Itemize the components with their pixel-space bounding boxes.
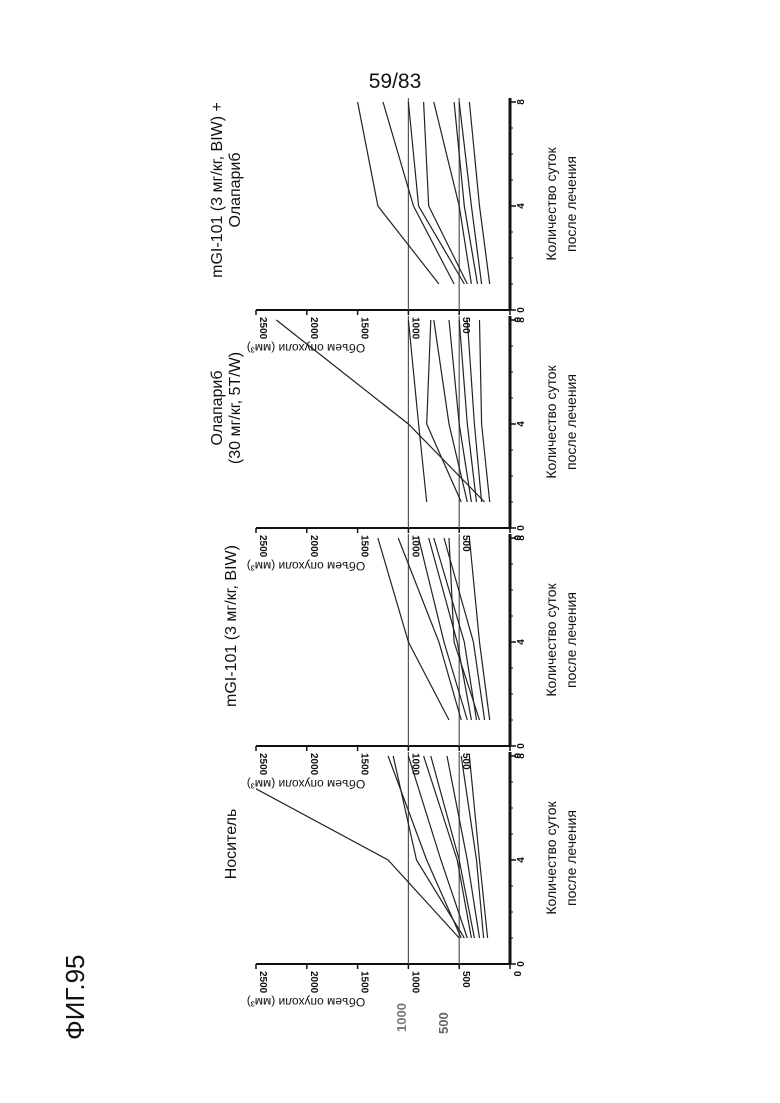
series-line-6 (454, 102, 477, 284)
x-axis-label: после лечения (563, 156, 579, 252)
series-line-9 (469, 756, 487, 938)
chart-title: Носитель (223, 809, 240, 880)
y-tick-label: 500 (460, 753, 471, 770)
y-tick-label: 0 (511, 317, 522, 323)
x-tick-label: 0 (516, 743, 527, 749)
y-tick-label: 2000 (308, 317, 319, 340)
y-tick-label: 2500 (257, 753, 268, 776)
x-axis-label: после лечения (563, 810, 579, 906)
x-tick-label: 4 (516, 421, 527, 427)
y-tick-label: 1500 (359, 753, 370, 776)
chart-title: Олапариб (209, 370, 226, 445)
chart-title: mGI-101 (3 мг/кг, BIW) (223, 545, 240, 707)
series-line-3 (427, 320, 462, 502)
series-line-5 (449, 320, 471, 502)
y-axis-label: Объем опухоли (мм³) (247, 559, 366, 573)
series-line-4 (434, 320, 468, 502)
chart-title: (30 мг/кг, 5T/W) (227, 352, 244, 464)
y-tick-label: 2000 (308, 535, 319, 558)
x-tick-label: 0 (516, 307, 527, 313)
series-line-2 (408, 320, 426, 502)
y-tick-label: 1000 (409, 535, 420, 558)
y-tick-label: 500 (460, 971, 471, 988)
x-tick-label: 4 (516, 639, 527, 645)
y-axis-label: Объем опухоли (мм³) (247, 995, 366, 1009)
series-line-8 (480, 320, 490, 502)
series-line-4 (424, 102, 468, 284)
y-tick-label: 1000 (409, 317, 420, 340)
y-tick-label: 1500 (359, 535, 370, 558)
y-tick-label: 500 (460, 317, 471, 334)
y-tick-label: 1000 (409, 971, 420, 994)
series-line-1 (358, 102, 439, 284)
x-axis-label: Количество суток (543, 801, 559, 915)
y-tick-label: 1500 (359, 971, 370, 994)
chart-title: mGI-101 (3 мг/кг, BIW) + (209, 102, 226, 278)
x-axis-label: Количество суток (543, 583, 559, 697)
y-tick-label: 2500 (257, 535, 268, 558)
series-line-1 (378, 538, 449, 720)
y-axis-label: Объем опухоли (мм³) (247, 777, 366, 791)
series-line-3 (393, 756, 464, 938)
series-line-2 (383, 102, 454, 284)
y-tick-label: 1000 (409, 753, 420, 776)
x-tick-label: 8 (516, 99, 527, 105)
x-axis-label: Количество суток (543, 365, 559, 479)
y-tick-label: 500 (460, 535, 471, 552)
y-tick-label: 0 (511, 753, 522, 759)
y-axis-label: Объем опухоли (мм³) (247, 341, 366, 355)
y-tick-label: 2000 (308, 753, 319, 776)
x-axis-label: Количество суток (543, 147, 559, 261)
y-tick-label: 1500 (359, 317, 370, 340)
y-tick-label: 2500 (257, 317, 268, 340)
x-axis-label: после лечения (563, 592, 579, 688)
x-tick-label: 4 (516, 857, 527, 863)
x-axis-label: после лечения (563, 374, 579, 470)
y-tick-label: 0 (511, 971, 522, 977)
x-tick-label: 0 (516, 525, 527, 531)
chart-title: Олапариб (227, 152, 244, 227)
y-tick-label: 2000 (308, 971, 319, 994)
y-tick-label: 2500 (257, 971, 268, 994)
y-tick-label: 0 (511, 535, 522, 541)
x-tick-label: 0 (516, 961, 527, 967)
x-tick-label: 4 (516, 203, 527, 209)
